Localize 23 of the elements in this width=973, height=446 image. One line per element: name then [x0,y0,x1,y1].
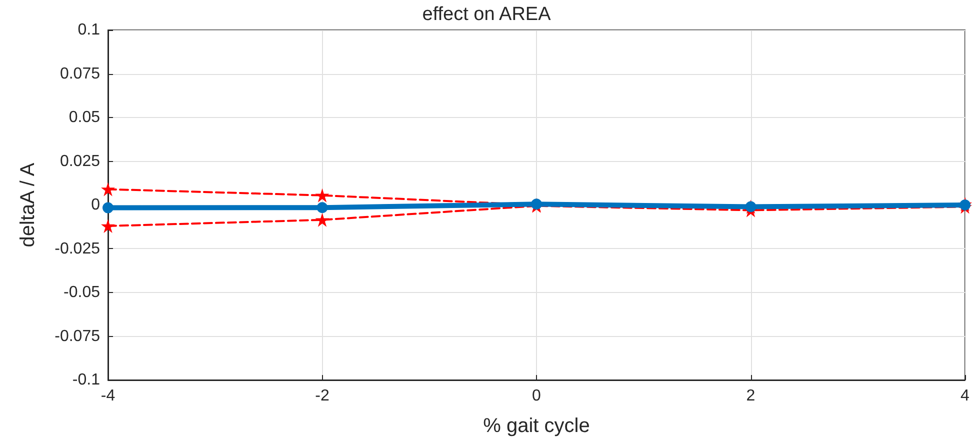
y-tick-label: 0.075 [60,65,100,82]
y-tick-label: -0.05 [64,284,100,301]
point [101,219,115,233]
y-tick-label: -0.075 [54,328,100,345]
y-tick-label: -0.1 [72,372,100,388]
x-tick-label: -4 [100,388,116,404]
y-tick-label: -0.025 [54,240,100,258]
x-axis-title: % gait cycle [483,415,590,437]
y-tick-label: 0 [91,196,100,214]
y-tick-label: 0.025 [60,152,100,170]
y-tick-label: 0.05 [68,109,100,126]
point [102,202,114,214]
x-tick-label: 2 [746,388,756,404]
x-tick-label: 4 [960,388,970,404]
chart-title: effect on AREA [422,4,552,25]
x-tick-label: -2 [315,388,330,404]
point [315,212,330,227]
point [316,202,328,214]
point [101,182,115,196]
y-axis-title: deltaA / A [17,162,39,248]
y-tick-label: 0.1 [78,22,100,38]
x-tick-label: 0 [532,388,542,404]
point [315,188,330,202]
